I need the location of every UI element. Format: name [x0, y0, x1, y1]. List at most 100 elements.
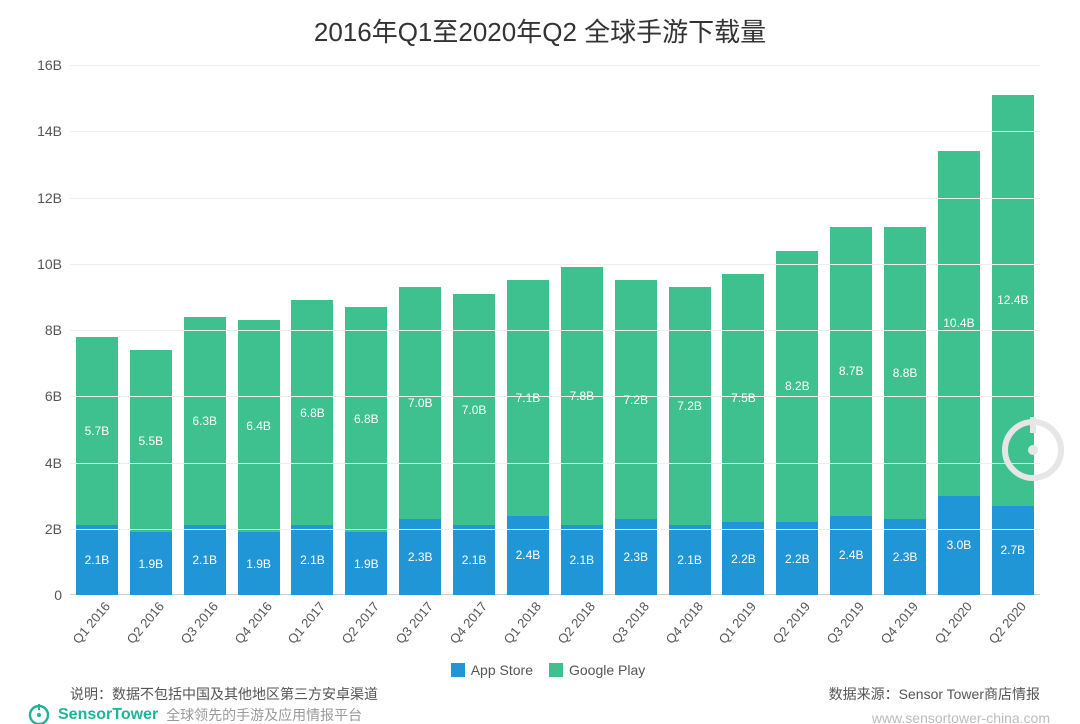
note-left: 说明：数据不包括中国及其他地区第三方安卓渠道: [70, 684, 378, 704]
bar-segment-google-play: 7.5B: [722, 274, 764, 522]
bar-segment-app-store: 2.1B: [669, 525, 711, 595]
bar-column: 6.3B2.1BQ3 2016: [184, 317, 226, 595]
bar-segment-google-play: 7.1B: [507, 280, 549, 515]
bar-segment-app-store: 2.1B: [291, 525, 333, 595]
x-tick-label: Q1 2020: [928, 596, 975, 646]
bar-segment-app-store: 2.2B: [722, 522, 764, 595]
x-tick-label: Q1 2016: [66, 596, 113, 646]
grid-line: [70, 529, 1040, 530]
grid-line: [70, 65, 1040, 66]
bar-segment-app-store: 2.3B: [399, 519, 441, 595]
x-tick-label: Q1 2019: [713, 596, 760, 646]
bar-column: 7.2B2.3BQ3 2018: [615, 280, 657, 595]
bar-column: 7.1B2.4BQ1 2018: [507, 280, 549, 595]
bar-segment-google-play: 5.7B: [76, 337, 118, 526]
legend-swatch: [451, 663, 465, 677]
bar-segment-app-store: 2.7B: [992, 506, 1034, 595]
bar-segment-app-store: 2.3B: [615, 519, 657, 595]
grid-line: [70, 396, 1040, 397]
footer-url: www.sensortower-china.com: [872, 710, 1050, 724]
x-tick-label: Q2 2017: [336, 596, 383, 646]
bar-column: 8.2B2.2BQ2 2019: [776, 251, 818, 596]
x-tick-label: Q1 2018: [497, 596, 544, 646]
grid-line: [70, 131, 1040, 132]
y-tick-label: 10B: [37, 256, 62, 272]
bar-segment-app-store: 2.1B: [561, 525, 603, 595]
bar-column: 8.8B2.3BQ4 2019: [884, 227, 926, 595]
x-tick-label: Q2 2016: [120, 596, 167, 646]
bar-segment-app-store: 1.9B: [345, 532, 387, 595]
bar-column: 8.7B2.4BQ3 2019: [830, 227, 872, 595]
y-tick-label: 14B: [37, 123, 62, 139]
bar-segment-app-store: 2.3B: [884, 519, 926, 595]
bar-segment-app-store: 2.4B: [830, 516, 872, 596]
x-tick-label: Q1 2017: [282, 596, 329, 646]
x-tick-label: Q3 2017: [390, 596, 437, 646]
bar-column: 7.0B2.3BQ3 2017: [399, 287, 441, 595]
bar-segment-google-play: 8.2B: [776, 251, 818, 523]
bar-segment-google-play: 10.4B: [938, 151, 980, 496]
chart-title: 2016年Q1至2020年Q2 全球手游下载量: [0, 0, 1080, 49]
x-tick-label: Q4 2016: [228, 596, 275, 646]
bar-column: 6.8B1.9BQ2 2017: [345, 307, 387, 595]
bar-segment-app-store: 2.1B: [184, 525, 226, 595]
x-tick-label: Q4 2017: [444, 596, 491, 646]
bar-segment-app-store: 2.2B: [776, 522, 818, 595]
footer-brand: SensorTower 全球领先的手游及应用情报平台: [28, 704, 362, 724]
bar-segment-app-store: 1.9B: [130, 532, 172, 595]
y-tick-label: 6B: [45, 388, 62, 404]
y-tick-label: 16B: [37, 57, 62, 73]
y-tick-label: 4B: [45, 455, 62, 471]
bar-column: 12.4B2.7BQ2 2020: [992, 95, 1034, 595]
legend-swatch: [549, 663, 563, 677]
x-tick-label: Q3 2016: [174, 596, 221, 646]
bar-segment-google-play: 7.0B: [453, 294, 495, 526]
brand-sub-text: 全球领先的手游及应用情报平台: [166, 705, 362, 724]
brand-icon: [28, 704, 50, 724]
x-tick-label: Q2 2018: [551, 596, 598, 646]
grid-line: [70, 198, 1040, 199]
footnotes: 说明：数据不包括中国及其他地区第三方安卓渠道 数据来源：Sensor Tower…: [70, 684, 1040, 704]
bar-segment-google-play: 8.8B: [884, 227, 926, 519]
x-tick-label: Q2 2020: [982, 596, 1029, 646]
x-tick-label: Q4 2019: [875, 596, 922, 646]
bar-segment-app-store: 2.4B: [507, 516, 549, 596]
y-tick-label: 0: [54, 587, 62, 603]
y-tick-label: 8B: [45, 322, 62, 338]
bar-segment-google-play: 5.5B: [130, 350, 172, 532]
bar-segment-google-play: 6.4B: [238, 320, 280, 532]
bar-segment-google-play: 6.8B: [345, 307, 387, 532]
bar-column: 5.5B1.9BQ2 2016: [130, 350, 172, 595]
bar-segment-app-store: 1.9B: [238, 532, 280, 595]
grid-line: [70, 330, 1040, 331]
bar-segment-google-play: 8.7B: [830, 227, 872, 515]
legend-label: Google Play: [569, 662, 645, 678]
bar-column: 7.0B2.1BQ4 2017: [453, 294, 495, 595]
bar-segment-google-play: 7.2B: [615, 280, 657, 519]
legend: App Store Google Play: [0, 662, 1080, 678]
plot-area: 5.7B2.1BQ1 2016 5.5B1.9BQ2 2016 6.3B2.1BQ3…: [70, 65, 1040, 595]
grid-line: [70, 264, 1040, 265]
x-tick-label: Q3 2019: [821, 596, 868, 646]
bar-segment-google-play: 7.0B: [399, 287, 441, 519]
bar-segment-app-store: 3.0B: [938, 496, 980, 595]
y-tick-label: 2B: [45, 521, 62, 537]
bar-column: 6.8B2.1BQ1 2017: [291, 300, 333, 595]
y-tick-label: 12B: [37, 190, 62, 206]
bar-segment-google-play: 6.8B: [291, 300, 333, 525]
x-tick-label: Q3 2018: [605, 596, 652, 646]
note-right: 数据来源：Sensor Tower商店情报: [829, 684, 1040, 704]
bar-segment-google-play: 12.4B: [992, 95, 1034, 506]
brand-main-text: SensorTower: [58, 706, 158, 724]
x-tick-label: Q2 2019: [767, 596, 814, 646]
legend-label: App Store: [471, 662, 533, 678]
bar-segment-app-store: 2.1B: [76, 525, 118, 595]
bar-segment-app-store: 2.1B: [453, 525, 495, 595]
bar-segment-google-play: 6.3B: [184, 317, 226, 526]
bar-column: 7.5B2.2BQ1 2019: [722, 274, 764, 595]
bar-segment-google-play: 7.2B: [669, 287, 711, 526]
bar-column: 5.7B2.1BQ1 2016: [76, 337, 118, 595]
bar-column: 6.4B1.9BQ4 2016: [238, 320, 280, 595]
grid-line: [70, 463, 1040, 464]
x-tick-label: Q4 2018: [659, 596, 706, 646]
